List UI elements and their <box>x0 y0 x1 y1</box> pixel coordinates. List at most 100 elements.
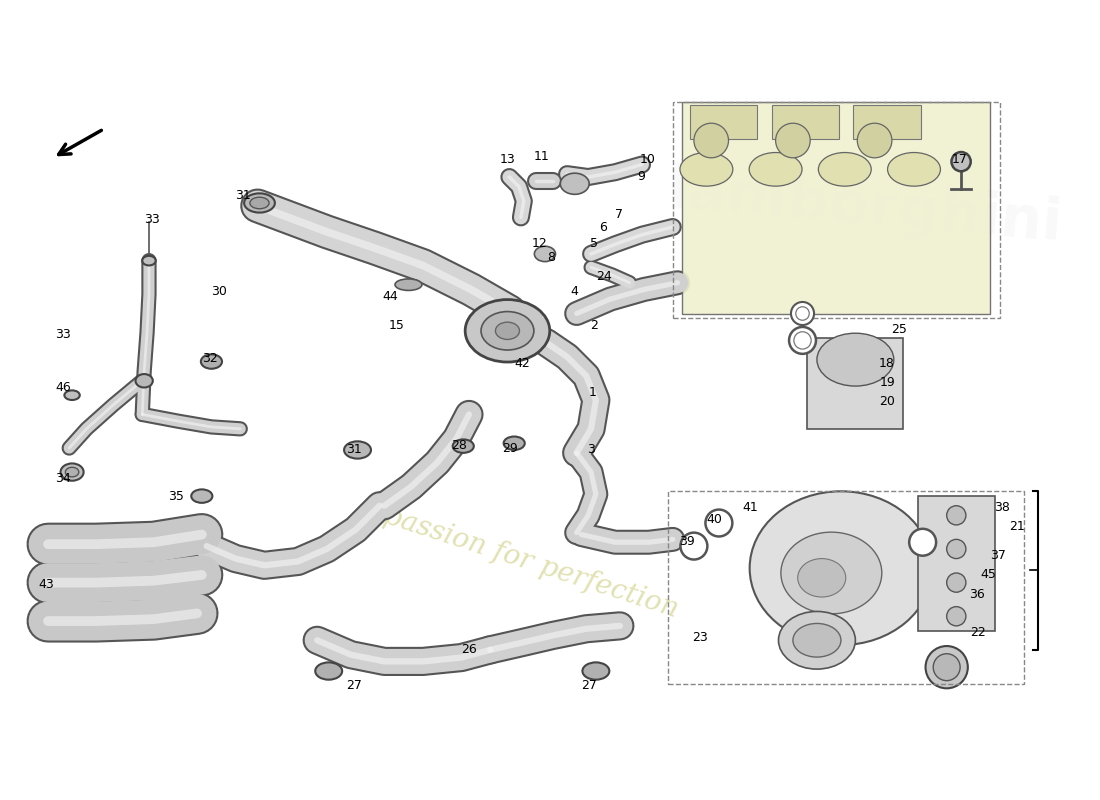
Bar <box>682 102 990 314</box>
Text: 24: 24 <box>596 270 612 283</box>
Text: 35: 35 <box>168 490 184 502</box>
Ellipse shape <box>60 463 84 481</box>
Bar <box>807 338 903 429</box>
Bar <box>917 496 994 630</box>
Text: 13: 13 <box>499 154 515 166</box>
Text: 26: 26 <box>461 643 477 656</box>
Ellipse shape <box>191 490 212 503</box>
Ellipse shape <box>395 279 422 290</box>
Bar <box>690 105 757 138</box>
Text: 23: 23 <box>692 631 707 644</box>
Text: 1: 1 <box>590 386 597 399</box>
Bar <box>854 105 921 138</box>
Text: 45: 45 <box>980 569 996 582</box>
Ellipse shape <box>495 322 519 339</box>
Ellipse shape <box>680 153 733 186</box>
Text: 21: 21 <box>1009 520 1025 534</box>
Ellipse shape <box>535 246 556 262</box>
Text: 22: 22 <box>970 626 987 639</box>
Circle shape <box>694 123 728 158</box>
Circle shape <box>933 654 960 681</box>
Text: 12: 12 <box>531 237 547 250</box>
Ellipse shape <box>244 194 275 213</box>
Text: 28: 28 <box>451 438 468 452</box>
Circle shape <box>947 539 966 558</box>
Circle shape <box>795 306 810 320</box>
Bar <box>772 105 839 138</box>
Text: 31: 31 <box>345 443 362 457</box>
Text: 18: 18 <box>879 357 895 370</box>
Text: 34: 34 <box>56 472 72 486</box>
Ellipse shape <box>250 198 270 209</box>
Ellipse shape <box>779 611 856 669</box>
Text: 32: 32 <box>201 352 218 365</box>
Ellipse shape <box>798 558 846 597</box>
Circle shape <box>947 573 966 592</box>
Text: 25: 25 <box>891 323 906 336</box>
Ellipse shape <box>481 311 534 350</box>
Text: 11: 11 <box>534 150 549 163</box>
Ellipse shape <box>135 374 153 387</box>
Text: 41: 41 <box>742 501 759 514</box>
Circle shape <box>705 510 733 537</box>
Ellipse shape <box>749 153 802 186</box>
Text: 10: 10 <box>640 154 656 166</box>
Ellipse shape <box>465 299 550 362</box>
Text: lamborghini: lamborghini <box>666 162 1065 254</box>
Bar <box>668 491 1024 683</box>
Text: 40: 40 <box>706 513 722 526</box>
Circle shape <box>681 533 707 559</box>
Ellipse shape <box>818 153 871 186</box>
Ellipse shape <box>316 662 342 680</box>
Ellipse shape <box>817 334 894 386</box>
Ellipse shape <box>504 437 525 450</box>
Text: 37: 37 <box>990 549 1005 562</box>
Text: 27: 27 <box>345 679 362 692</box>
Ellipse shape <box>142 256 156 266</box>
Circle shape <box>910 529 936 556</box>
Text: 31: 31 <box>235 189 251 202</box>
Text: 30: 30 <box>211 285 227 298</box>
Ellipse shape <box>344 442 371 458</box>
Text: 29: 29 <box>503 442 518 454</box>
Text: 6: 6 <box>598 221 606 234</box>
Text: 8: 8 <box>547 251 554 264</box>
Text: 46: 46 <box>56 381 72 394</box>
Circle shape <box>952 152 970 171</box>
Text: 3: 3 <box>587 443 595 457</box>
Text: 38: 38 <box>994 501 1011 514</box>
Text: 5: 5 <box>590 237 598 250</box>
Ellipse shape <box>888 153 940 186</box>
Text: 44: 44 <box>383 290 398 302</box>
Text: 42: 42 <box>514 357 530 370</box>
Bar <box>673 102 1000 318</box>
Text: 9: 9 <box>637 170 645 182</box>
Text: 39: 39 <box>680 534 695 548</box>
Text: 27: 27 <box>581 679 597 692</box>
Circle shape <box>776 123 811 158</box>
Circle shape <box>947 606 966 626</box>
Circle shape <box>791 302 814 325</box>
Text: 20: 20 <box>879 395 895 409</box>
Ellipse shape <box>582 662 609 680</box>
Text: 43: 43 <box>39 578 54 591</box>
Text: 4: 4 <box>571 285 579 298</box>
Ellipse shape <box>781 532 882 614</box>
Circle shape <box>947 506 966 525</box>
Circle shape <box>794 332 811 349</box>
Ellipse shape <box>65 390 80 400</box>
Text: 36: 36 <box>969 588 984 601</box>
Ellipse shape <box>453 439 474 453</box>
Ellipse shape <box>560 173 590 194</box>
Text: a passion for perfection: a passion for perfection <box>356 494 682 623</box>
Text: 33: 33 <box>144 213 159 226</box>
Ellipse shape <box>750 491 933 645</box>
Text: 33: 33 <box>56 328 72 341</box>
Text: 17: 17 <box>952 154 967 166</box>
Ellipse shape <box>793 623 842 657</box>
Text: 7: 7 <box>615 208 623 221</box>
Text: 15: 15 <box>389 318 405 331</box>
Ellipse shape <box>201 354 222 369</box>
Text: 2: 2 <box>590 318 598 331</box>
Circle shape <box>925 646 968 688</box>
